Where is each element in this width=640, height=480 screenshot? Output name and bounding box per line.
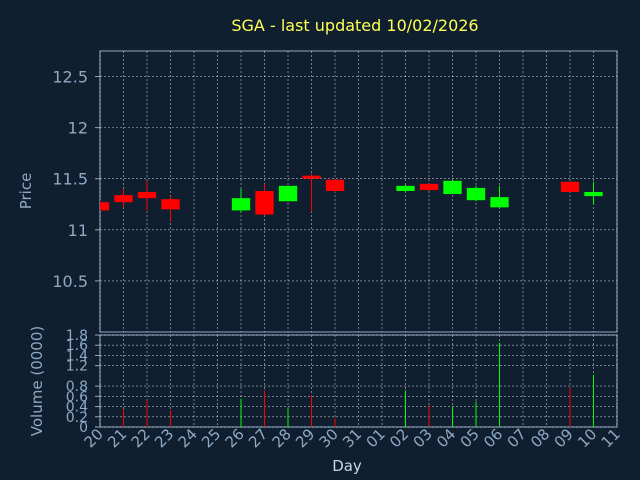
- x-tick-label: 10: [574, 425, 600, 451]
- x-tick-label: 01: [363, 425, 389, 451]
- volume-tick-label: 0.2: [66, 410, 88, 426]
- price-axis-label: Price: [17, 173, 35, 210]
- volume-tick-label: 0.4: [66, 400, 88, 416]
- volume-tick-label: 0.6: [66, 389, 88, 405]
- price-tick-label: 10.5: [52, 272, 88, 291]
- candle-up: [490, 197, 509, 208]
- candle-down: [137, 192, 157, 199]
- x-tick-label: 04: [433, 425, 459, 451]
- x-axis-label: Day: [332, 457, 362, 475]
- volume-axis-label: Volume (0000): [28, 326, 46, 436]
- x-tick-label: 31: [339, 425, 365, 451]
- price-tick-label: 11: [68, 221, 88, 240]
- volume-tick-label: 0: [79, 420, 88, 436]
- candle-up: [396, 185, 415, 191]
- candle-down: [419, 183, 439, 190]
- volume-bars: [123, 342, 594, 427]
- price-tick-label: 12: [68, 119, 88, 138]
- price-grid: [99, 51, 618, 332]
- candle-up: [443, 180, 462, 195]
- volume-tick-label: 1.6: [66, 338, 88, 354]
- candle-up: [466, 187, 486, 201]
- candle-down: [560, 181, 580, 193]
- volume-tick-label: 1.2: [66, 359, 88, 375]
- candles: [100, 173, 603, 222]
- x-tick-label: 22: [128, 425, 154, 451]
- candle-down: [100, 202, 110, 211]
- x-tick-label: 29: [292, 425, 318, 451]
- x-tick-label: 21: [104, 425, 130, 451]
- x-tick-label: 06: [480, 425, 506, 451]
- x-tick-label: 02: [386, 425, 412, 451]
- candle-down: [255, 190, 274, 215]
- candle-down: [161, 199, 180, 210]
- volume-ticks: 00.20.40.60.8 1.21.41.61.8: [66, 328, 100, 436]
- x-tick-label: 28: [269, 425, 295, 451]
- price-ticks: 10.5 11 11.5 12 12.5: [52, 68, 100, 291]
- candle-down: [302, 175, 321, 179]
- volume-tick-label: 1.8: [66, 328, 88, 344]
- volume-tick-label: 0.8: [66, 379, 88, 395]
- candle-up: [278, 185, 298, 202]
- price-tick-label: 12.5: [52, 68, 88, 87]
- x-tick-label: 11: [598, 425, 624, 451]
- x-tick-label: 24: [175, 425, 201, 451]
- volume-grid: [99, 334, 618, 428]
- chart-title: SGA - last updated 10/02/2026: [231, 16, 478, 35]
- x-tick-label: 25: [198, 425, 224, 451]
- x-tick-label: 08: [527, 425, 553, 451]
- candle-down: [114, 195, 133, 203]
- x-tick-label: 26: [222, 425, 248, 451]
- price-tick-label: 11.5: [52, 170, 88, 189]
- x-tick-label: 23: [151, 425, 177, 451]
- x-ticks: 2021222324252627282930310102030405060708…: [81, 425, 624, 451]
- x-tick-label: 27: [245, 425, 271, 451]
- candle-up: [584, 192, 603, 197]
- x-tick-label: 09: [551, 425, 577, 451]
- candle-down: [325, 179, 345, 191]
- candle-up: [231, 198, 251, 211]
- volume-tick-label: 1.4: [66, 348, 88, 364]
- x-tick-label: 05: [457, 425, 483, 451]
- x-tick-label: 07: [504, 425, 530, 451]
- x-tick-label: 30: [316, 425, 342, 451]
- x-tick-label: 03: [410, 425, 436, 451]
